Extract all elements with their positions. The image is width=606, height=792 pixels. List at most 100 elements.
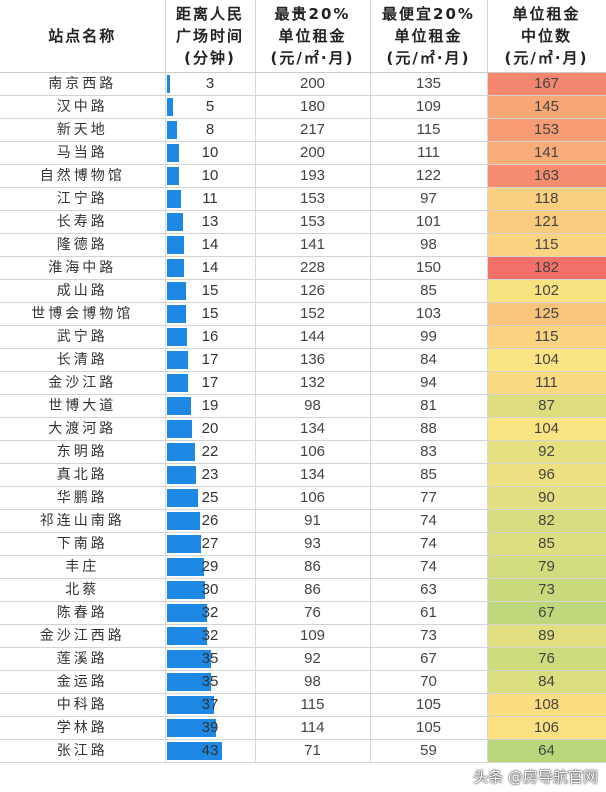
- time-cell: 10: [165, 164, 256, 188]
- top20-rent: 132: [255, 371, 371, 395]
- time-cell: 37: [165, 693, 256, 717]
- top20-rent: 98: [255, 670, 371, 694]
- top20-rent: 109: [255, 624, 371, 648]
- time-bar: [166, 397, 191, 415]
- median-rent: 102: [487, 279, 606, 303]
- top20-rent: 91: [255, 509, 371, 533]
- station-name: 马当路: [0, 141, 166, 165]
- bottom20-rent: 73: [370, 624, 488, 648]
- bottom20-rent: 111: [370, 141, 488, 165]
- time-bar: [166, 719, 217, 737]
- top20-rent: 141: [255, 233, 371, 257]
- table-row: 丰庄 29 86 74 79: [0, 555, 606, 579]
- median-rent: 145: [487, 95, 606, 119]
- table-row: 成山路 15 126 85 102: [0, 279, 606, 303]
- time-bar: [166, 650, 212, 668]
- median-rent: 73: [487, 578, 606, 602]
- table-row: 长清路 17 136 84 104: [0, 348, 606, 372]
- time-cell: 19: [165, 394, 256, 418]
- table-row: 长寿路 13 153 101 121: [0, 210, 606, 234]
- station-name: 下南路: [0, 532, 166, 556]
- top20-rent: 86: [255, 578, 371, 602]
- time-cell: 11: [165, 187, 256, 211]
- station-name: 大渡河路: [0, 417, 166, 441]
- bottom20-rent: 115: [370, 118, 488, 142]
- header-time: 距离人民 广场时间 (分钟): [165, 0, 256, 73]
- time-value: 23: [201, 466, 219, 483]
- table-row: 淮海中路 14 228 150 182: [0, 256, 606, 280]
- station-name: 世博会博物馆: [0, 302, 166, 326]
- time-cell: 3: [165, 72, 256, 96]
- bottom20-rent: 94: [370, 371, 488, 395]
- table-row: 陈春路 32 76 61 67: [0, 601, 606, 625]
- time-cell: 10: [165, 141, 256, 165]
- bottom20-rent: 63: [370, 578, 488, 602]
- top20-rent: 76: [255, 601, 371, 625]
- table-row: 新天地 8 217 115 153: [0, 118, 606, 142]
- time-bar: [166, 604, 208, 622]
- rent-table: 站点名称 距离人民 广场时间 (分钟) 最贵20% 单位租金 (元/㎡·月) 最…: [0, 0, 606, 763]
- median-rent: 85: [487, 532, 606, 556]
- median-rent: 125: [487, 302, 606, 326]
- table-row: 武宁路 16 144 99 115: [0, 325, 606, 349]
- table-row: 世博大道 19 98 81 87: [0, 394, 606, 418]
- top20-rent: 134: [255, 417, 371, 441]
- time-bar: [166, 167, 180, 185]
- station-name: 南京西路: [0, 72, 166, 96]
- time-bar: [166, 236, 185, 254]
- table-row: 莲溪路 35 92 67 76: [0, 647, 606, 671]
- time-value: 3: [205, 75, 215, 92]
- time-bar: [166, 351, 189, 369]
- station-name: 金运路: [0, 670, 166, 694]
- bottom20-rent: 105: [370, 716, 488, 740]
- median-rent: 115: [487, 233, 606, 257]
- median-rent: 84: [487, 670, 606, 694]
- median-rent: 108: [487, 693, 606, 717]
- time-cell: 14: [165, 256, 256, 280]
- station-name: 江宁路: [0, 187, 166, 211]
- median-rent: 163: [487, 164, 606, 188]
- station-name: 丰庄: [0, 555, 166, 579]
- table-row: 江宁路 11 153 97 118: [0, 187, 606, 211]
- station-name: 学林路: [0, 716, 166, 740]
- table-row: 中科路 37 115 105 108: [0, 693, 606, 717]
- bottom20-rent: 135: [370, 72, 488, 96]
- bottom20-rent: 74: [370, 555, 488, 579]
- bottom20-rent: 103: [370, 302, 488, 326]
- top20-rent: 92: [255, 647, 371, 671]
- time-bar: [166, 190, 181, 208]
- table-row: 金沙江路 17 132 94 111: [0, 371, 606, 395]
- time-value: 29: [201, 558, 219, 575]
- time-bar: [166, 213, 184, 231]
- time-value: 8: [205, 121, 215, 138]
- station-name: 新天地: [0, 118, 166, 142]
- top20-rent: 217: [255, 118, 371, 142]
- table-row: 张江路 43 71 59 64: [0, 739, 606, 763]
- time-value: 30: [201, 581, 219, 598]
- station-name: 莲溪路: [0, 647, 166, 671]
- station-name: 张江路: [0, 739, 166, 763]
- time-value: 13: [201, 213, 219, 230]
- bottom20-rent: 122: [370, 164, 488, 188]
- time-value: 14: [201, 236, 219, 253]
- bottom20-rent: 98: [370, 233, 488, 257]
- time-bar: [166, 259, 185, 277]
- time-cell: 25: [165, 486, 256, 510]
- time-cell: 26: [165, 509, 256, 533]
- bottom20-rent: 109: [370, 95, 488, 119]
- time-value: 32: [201, 604, 219, 621]
- time-value: 25: [201, 489, 219, 506]
- time-value: 22: [201, 443, 219, 460]
- station-name: 华鹏路: [0, 486, 166, 510]
- time-bar: [166, 374, 189, 392]
- time-bar: [166, 443, 195, 461]
- time-value: 35: [201, 673, 219, 690]
- top20-rent: 144: [255, 325, 371, 349]
- watermark: 头条 @房导航官网: [473, 768, 598, 786]
- time-bar: [166, 558, 204, 576]
- table-row: 汉中路 5 180 109 145: [0, 95, 606, 119]
- median-rent: 141: [487, 141, 606, 165]
- median-rent: 167: [487, 72, 606, 96]
- time-bar: [166, 696, 214, 714]
- time-value: 5: [205, 98, 215, 115]
